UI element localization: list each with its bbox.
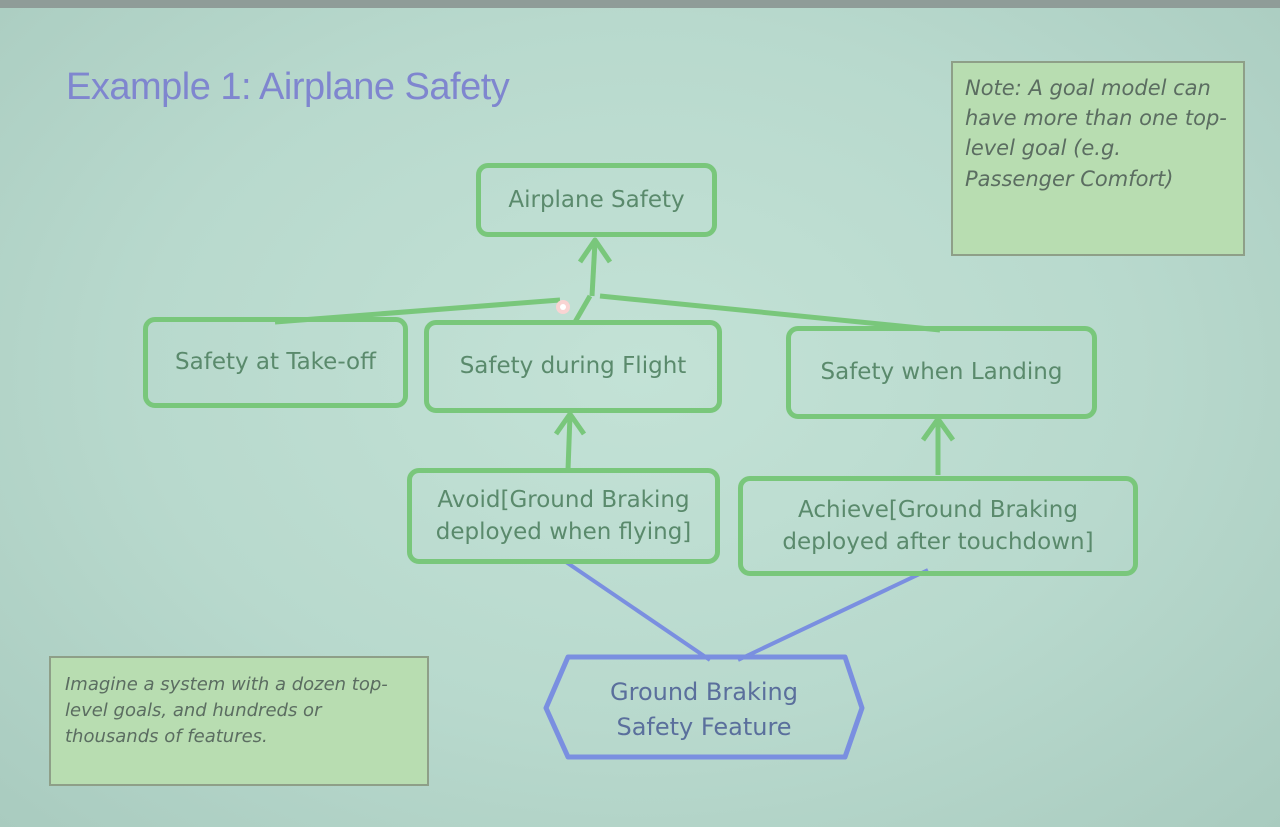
- feature-label-text: Ground Braking Safety Feature: [610, 675, 798, 745]
- projector-edge: [0, 0, 1280, 8]
- goal-airplane-safety-label: Airplane Safety: [508, 186, 685, 213]
- goal-avoid-line1: Avoid[Ground Braking: [437, 486, 690, 513]
- note-top-level-goals: Note: A goal model can have more than on…: [951, 61, 1245, 256]
- arrowhead-top: [577, 237, 613, 264]
- edge-feature-to-avoid: [564, 560, 712, 662]
- note-imagine-system: Imagine a system with a dozen top-level …: [49, 656, 429, 786]
- goal-avoid-braking-flying: Avoid[Ground Braking deployed when flyin…: [407, 468, 720, 564]
- goal-safety-landing-label: Safety when Landing: [820, 359, 1063, 386]
- edge-avoid-to-flight: [565, 414, 573, 471]
- goal-safety-flight-label: Safety during Flight: [459, 353, 687, 380]
- goal-safety-takeoff-label: Safety at Take-off: [175, 349, 376, 376]
- goal-safety-landing: Safety when Landing: [786, 326, 1097, 419]
- goal-safety-flight: Safety during Flight: [424, 320, 722, 413]
- feature-ground-braking: Ground Braking Safety Feature: [555, 668, 853, 752]
- goal-achieve-label: Achieve[Ground Braking deployed after to…: [782, 494, 1093, 558]
- edge-flight-to-junction: [572, 294, 593, 324]
- goal-avoid-line2: deployed when flying]: [435, 519, 692, 545]
- goal-achieve-braking-touchdown: Achieve[Ground Braking deployed after to…: [738, 476, 1138, 576]
- goal-achieve-line2: deployed after touchdown]: [782, 529, 1094, 555]
- edge-landing-to-junction: [599, 293, 941, 333]
- feature-line2: Safety Feature: [616, 713, 792, 741]
- edge-junction-to-top: [589, 241, 598, 297]
- goal-airplane-safety: Airplane Safety: [476, 163, 717, 237]
- goal-achieve-line1: Achieve[Ground Braking: [798, 496, 1078, 523]
- arrowhead-flight: [553, 411, 587, 436]
- goal-safety-takeoff: Safety at Take-off: [143, 317, 408, 408]
- feature-line1: Ground Braking: [610, 678, 798, 707]
- slide-title: Example 1: Airplane Safety: [66, 66, 510, 108]
- edge-feature-to-achieve: [737, 568, 929, 662]
- feature-hexagon: [543, 654, 865, 760]
- arrowhead-landing: [920, 416, 956, 442]
- goal-avoid-label: Avoid[Ground Braking deployed when flyin…: [436, 484, 692, 548]
